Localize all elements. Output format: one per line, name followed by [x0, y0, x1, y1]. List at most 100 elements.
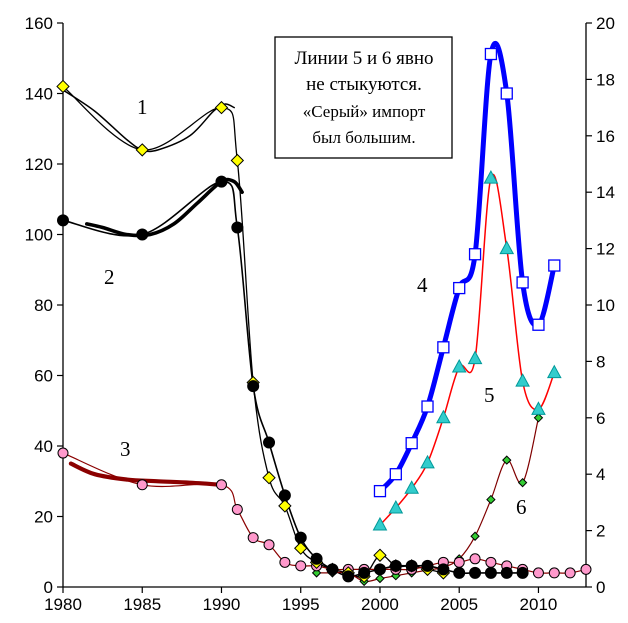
series-markers [56, 47, 592, 587]
series-2-point [469, 566, 482, 579]
series-2-point [421, 559, 434, 572]
series-4-point [373, 484, 387, 498]
series-1-point [214, 100, 229, 115]
series-4-point [548, 259, 561, 272]
series-4-point [532, 318, 545, 331]
series-label-2: 2 [104, 265, 115, 289]
series-6-point [502, 455, 512, 465]
series-1-point [278, 499, 292, 513]
y2-tick-label: 8 [596, 352, 605, 371]
series-5-point [467, 350, 483, 365]
y-tick-label: 60 [34, 367, 53, 386]
series-4-point [437, 341, 450, 354]
series-5-point [499, 240, 515, 255]
series-5-point [436, 409, 451, 424]
series-5-line [379, 174, 556, 526]
y2-tick-label: 18 [596, 70, 615, 89]
y2-tick-label: 16 [596, 127, 615, 146]
y-tick-label: 40 [34, 437, 53, 456]
series-2-fit-curve [85, 177, 244, 238]
series-1-line [62, 85, 445, 578]
series-label-3: 3 [120, 437, 131, 461]
series-2-point [231, 221, 244, 234]
annotation-line-2: не стыкуются. [306, 74, 422, 95]
series-label-6: 6 [516, 495, 527, 519]
x-tick-label: 1980 [44, 595, 82, 614]
x-tick-label: 1995 [282, 595, 320, 614]
series-4-point [453, 281, 466, 295]
y2-tick-label: 20 [596, 14, 615, 33]
series-2-point [453, 566, 466, 579]
annotation-box: Линии 5 и 6 явно не стыкуются. «Серый» и… [274, 36, 453, 159]
series-5-point [546, 364, 562, 379]
series-2-point [57, 214, 69, 227]
series-2-point [484, 566, 497, 579]
series-2-point [310, 552, 323, 565]
series-5-point [483, 170, 499, 184]
x-tick-label: 2010 [520, 595, 558, 614]
series-3-point [469, 553, 481, 565]
y2-tick-label: 12 [596, 240, 615, 259]
y-tick-label: 160 [25, 14, 53, 33]
series-2-point [358, 566, 371, 579]
series-2-line [62, 180, 524, 578]
y2-tick-label: 6 [596, 409, 605, 428]
series-1-fit-curve [62, 89, 235, 153]
series-label-4: 4 [417, 273, 428, 297]
series-6-point [533, 413, 544, 423]
series-4-point [468, 248, 482, 261]
series-1-point [230, 153, 245, 168]
series-2-point [215, 175, 228, 188]
series-5-point [388, 499, 404, 514]
series-6-point [470, 531, 480, 541]
annotation-line-1: Линии 5 и 6 явно [294, 48, 433, 69]
series-3-point [215, 479, 227, 491]
series-1-point [294, 541, 308, 555]
series-3-point [453, 556, 465, 568]
annotation-line-3: «Серый» импорт [303, 102, 426, 121]
x-tick-label: 1985 [123, 595, 161, 614]
series-3-point [263, 539, 275, 551]
series-6-point [486, 494, 496, 505]
series-2-point [342, 570, 355, 583]
series-3-point [231, 503, 243, 515]
y-tick-label: 140 [25, 85, 53, 104]
series-1-point [262, 471, 276, 485]
series-2-point [136, 228, 149, 241]
series-4-point [389, 468, 402, 481]
series-labels: 1 2 3 4 5 6 [104, 95, 527, 519]
x-tick-label: 2005 [440, 595, 478, 614]
series-4-point [516, 276, 529, 289]
series-4-point [500, 87, 513, 100]
series-2-point [326, 563, 339, 576]
series-4-point [421, 400, 434, 413]
series-1-point [373, 548, 387, 562]
series-5-point [404, 480, 420, 494]
series-2-point [247, 380, 260, 393]
series-6-point [375, 573, 385, 584]
series-3-point [136, 479, 148, 491]
series-2-point [437, 563, 450, 576]
y2-tick-label: 4 [596, 465, 605, 484]
series-3-point [564, 567, 576, 579]
series-3-point [485, 556, 497, 568]
series-3-point [580, 563, 592, 575]
y-tick-label: 0 [44, 578, 53, 597]
series-1-point [56, 79, 70, 94]
series-5-point [451, 358, 467, 373]
y-tick-label: 120 [25, 155, 53, 174]
series-label-1: 1 [137, 95, 148, 119]
series-label-5: 5 [484, 383, 495, 407]
y-tick-label: 80 [34, 296, 53, 315]
series-2-point [278, 489, 291, 502]
series-5-point [420, 454, 435, 469]
axes: 0204060801001201401600246810121416182019… [25, 14, 615, 614]
series-4-point [405, 437, 418, 450]
series-5-point [531, 401, 546, 415]
series-2-point [389, 559, 402, 572]
series-3-point [57, 447, 69, 459]
series-3-point [247, 532, 259, 544]
series-6-point [517, 477, 528, 488]
y-tick-label: 20 [34, 508, 53, 527]
